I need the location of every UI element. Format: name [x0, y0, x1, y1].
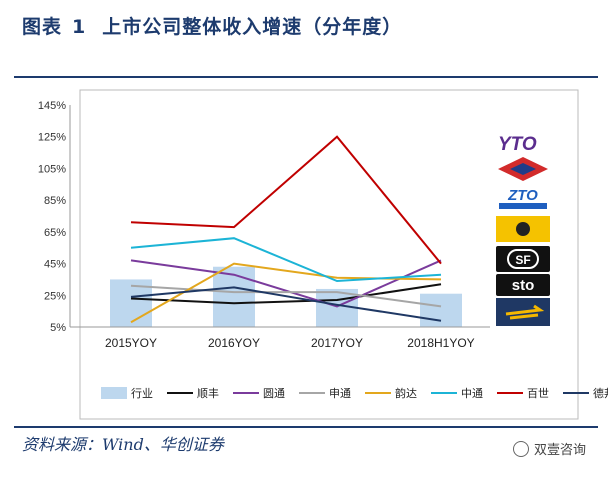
- yto-logo-icon: YTO: [498, 134, 537, 155]
- x-tick-label: 2016YOY: [208, 336, 260, 350]
- svg-text:sto: sto: [512, 277, 535, 294]
- svg-text:SF: SF: [515, 253, 530, 267]
- revenue-growth-chart: 145% 125% 105% 85% 65% 45% 25% 5% 2015YOY 2016YO…: [38, 89, 608, 420]
- legend-label: 中通: [461, 387, 483, 400]
- wechat-icon: [512, 440, 529, 457]
- svg-text:ZTO: ZTO: [507, 187, 538, 204]
- yunda-logo-icon: [496, 216, 550, 242]
- source-note: 资料来源：Wind、华创证券: [22, 435, 224, 454]
- y-tick-label: 105%: [38, 163, 66, 175]
- deppon-logo-icon: [496, 298, 550, 326]
- cube-logo-icon: [498, 157, 548, 181]
- legend-label: 百世: [527, 387, 549, 400]
- zto-logo-icon: ZTO: [499, 187, 547, 209]
- x-tick-label: 2017YOY: [311, 336, 363, 350]
- legend-label: 圆通: [263, 387, 285, 400]
- sf-logo-icon: SF: [496, 246, 550, 272]
- y-tick-label: 85%: [44, 195, 66, 207]
- x-tick-label: 2018H1YOY: [407, 336, 474, 350]
- industry-bar: [420, 293, 462, 327]
- legend-label: 韵达: [395, 386, 417, 400]
- svg-text:YTO: YTO: [498, 134, 537, 155]
- legend-label: 顺丰: [197, 387, 219, 400]
- industry-bar: [213, 266, 255, 327]
- x-tick-label: 2015YOY: [105, 336, 157, 350]
- legend-label: 行业: [131, 387, 153, 400]
- series-line: [130, 135, 442, 265]
- y-tick-label: 45%: [44, 259, 66, 271]
- series-line: [130, 286, 442, 322]
- sto-logo-icon: sto: [496, 274, 550, 296]
- series-line: [130, 283, 442, 305]
- y-tick-label: 65%: [44, 227, 66, 239]
- watermark: 双壹咨询: [512, 439, 586, 458]
- y-tick-label: 125%: [38, 132, 66, 144]
- y-tick-label: 25%: [44, 290, 66, 302]
- legend-label: 德邦: [593, 386, 608, 400]
- y-tick-label: 5%: [50, 322, 66, 334]
- legend-label: 申通: [329, 387, 351, 400]
- figure-title: 图表 1 上市公司整体收入增速（分年度）: [22, 16, 403, 38]
- series-line: [130, 237, 442, 283]
- plot-frame: [79, 89, 579, 420]
- bottom-rule: [14, 426, 598, 428]
- top-rule: [14, 76, 598, 78]
- series-line: [130, 284, 442, 308]
- industry-bar: [316, 288, 358, 327]
- series-line: [130, 259, 442, 308]
- y-tick-label: 145%: [38, 100, 66, 112]
- legend-swatch: [101, 387, 127, 399]
